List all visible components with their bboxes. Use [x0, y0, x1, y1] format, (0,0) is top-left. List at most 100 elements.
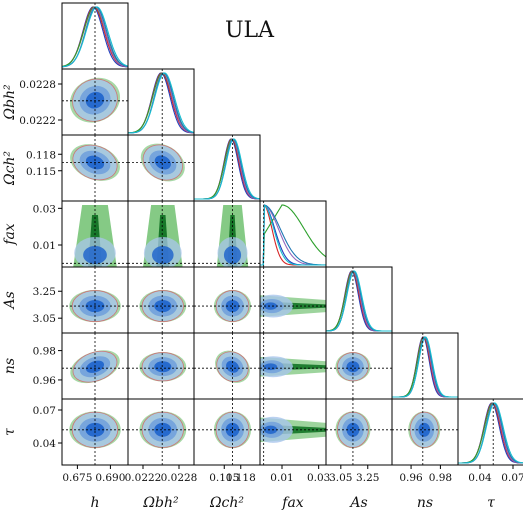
blue-contour-inner	[263, 302, 278, 310]
panel-content	[62, 201, 128, 267]
panel-content	[392, 333, 458, 399]
panel-content	[458, 399, 523, 465]
x-axis-label-fax: fax	[281, 495, 304, 511]
blue-contour-inner	[225, 422, 240, 437]
x-tick-label-fax: 0.03	[307, 472, 330, 484]
panel-ns-vs-As	[325, 332, 393, 400]
blue-contour-inner	[263, 363, 278, 371]
y-axis-label-fax: fax	[2, 223, 18, 246]
blue-contour-inner	[154, 155, 171, 170]
x-tick-label-ns: 0.98	[429, 472, 452, 484]
posterior-curve-ns-4	[392, 336, 458, 398]
panel-content	[62, 333, 128, 399]
panel-As-vs-h	[61, 266, 129, 334]
y-axis-label-ns: ns	[2, 358, 18, 374]
x-tick-label-As: 3.25	[356, 472, 379, 484]
posterior-curve-ns-1	[392, 336, 458, 398]
x-tick-label-ombh2: 0.0228	[161, 472, 198, 484]
panel-fax-vs-h	[61, 200, 129, 268]
panel-As-vs-As	[325, 266, 393, 334]
panel-content	[128, 69, 194, 135]
y-tick-label-As: 3.05	[33, 313, 56, 325]
panel-content	[194, 135, 260, 201]
x-axis-label-h: h	[90, 495, 99, 511]
y-tick-label-tau: 0.07	[33, 405, 56, 417]
panel-fax-vs-fax	[259, 200, 327, 268]
y-tick-label-ns: 0.98	[33, 346, 56, 358]
x-tick-label-ns: 0.96	[399, 472, 423, 484]
posterior-curve-tau-5	[458, 402, 523, 464]
y-tick-label-omch2: 0.118	[26, 149, 56, 161]
posterior-curve-omch2-5	[194, 138, 260, 200]
panel-ombh2-vs-h	[61, 68, 129, 136]
panel-content	[62, 267, 128, 333]
y-tick-label-fax: 0.03	[33, 203, 56, 215]
posterior-curve-ns-5	[392, 336, 458, 398]
panel-As-vs-omch2	[193, 266, 261, 334]
panel-tau-vs-fax	[259, 398, 327, 466]
x-tick-label-As: 3.05	[329, 472, 352, 484]
posterior-curve-fax-5	[260, 204, 326, 266]
panel-content	[194, 333, 260, 399]
blue-contour-inner	[85, 91, 105, 109]
panel-content	[62, 3, 128, 69]
x-tick-label-tau: 0.04	[468, 472, 492, 484]
panel-content	[128, 201, 194, 267]
x-tick-label-ombh2: 0.0222	[125, 472, 162, 484]
blue-contour-inner	[225, 300, 240, 313]
x-axis-label-ns: ns	[417, 495, 433, 511]
panel-content	[260, 267, 326, 333]
x-tick-label-tau: 0.07	[501, 472, 523, 484]
panel-fax-vs-ombh2	[127, 200, 195, 268]
chart-title: ULA	[225, 18, 275, 43]
y-tick-label-ombh2: 0.0228	[19, 79, 56, 91]
posterior-curve-ombh2-2	[128, 72, 194, 134]
panels-group	[61, 2, 523, 466]
blue-contour-inner	[152, 246, 174, 264]
panel-frame	[457, 398, 523, 466]
y-axis-label-omch2: Ωch²	[2, 151, 18, 186]
posterior-curve-fax-2	[260, 204, 326, 266]
panel-tau-vs-tau	[457, 398, 523, 466]
panel-tau-vs-As	[325, 398, 393, 466]
y-tick-label-tau: 0.04	[33, 438, 57, 450]
y-tick-label-ns: 0.96	[33, 375, 57, 387]
panel-As-vs-ombh2	[127, 266, 195, 334]
posterior-curve-ombh2-5	[128, 72, 194, 134]
panel-As-vs-fax	[259, 266, 327, 334]
panel-ns-vs-h	[61, 332, 129, 400]
posterior-curve-As-0	[326, 270, 392, 332]
panel-content	[128, 399, 194, 465]
panel-content	[194, 399, 260, 465]
panel-h-vs-h	[61, 2, 129, 70]
blue-contour-inner	[263, 425, 278, 435]
panel-omch2-vs-omch2	[193, 134, 261, 202]
panel-tau-vs-omch2	[193, 398, 261, 466]
panel-omch2-vs-ombh2	[127, 134, 195, 202]
blue-contour-inner	[154, 361, 172, 373]
y-axis-label-tau: τ	[2, 428, 18, 436]
panel-tau-vs-ombh2	[127, 398, 195, 466]
panel-ns-vs-ns	[391, 332, 459, 400]
panel-fax-vs-omch2	[193, 200, 261, 268]
x-axis-label-tau: τ	[487, 495, 495, 511]
panel-ns-vs-omch2	[193, 332, 261, 400]
x-tick-label-omch2: 0.115	[209, 472, 239, 484]
x-tick-label-h: 0.675	[62, 472, 92, 484]
panel-content	[326, 333, 392, 399]
panel-content	[128, 333, 194, 399]
y-tick-label-omch2: 0.115	[26, 166, 56, 178]
blue-contour-inner	[346, 422, 360, 437]
panel-content	[62, 69, 128, 135]
panel-omch2-vs-h	[61, 134, 129, 202]
panel-content	[128, 135, 194, 201]
x-axis-label-ombh2: Ωbh²	[142, 495, 179, 511]
panel-content	[392, 399, 458, 465]
y-axis-label-ombh2: Ωbh²	[2, 84, 18, 121]
y-tick-label-fax: 0.01	[33, 240, 56, 252]
panel-content	[194, 201, 260, 267]
panel-tau-vs-ns	[391, 398, 459, 466]
x-tick-label-h: 0.690	[95, 472, 125, 484]
panel-content	[260, 399, 326, 465]
